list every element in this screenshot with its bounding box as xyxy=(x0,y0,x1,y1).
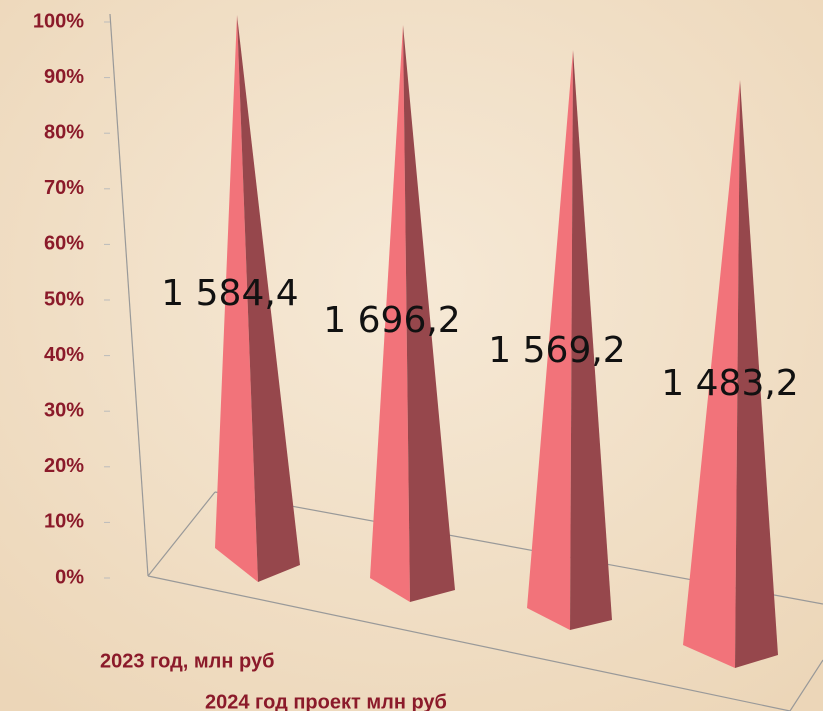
y-tick-label: 0% xyxy=(55,566,84,588)
y-tick-label: 20% xyxy=(44,455,84,477)
y-tick-label: 60% xyxy=(44,233,84,255)
pyramid-front xyxy=(527,50,573,630)
y-tick-label: 100% xyxy=(33,10,84,32)
pyramid-side xyxy=(403,25,455,602)
pyramid-front xyxy=(683,80,740,668)
y-tick-label: 70% xyxy=(44,177,84,199)
pyramid-side xyxy=(735,80,778,668)
y-tick-label: 50% xyxy=(44,288,84,310)
pyramid-front xyxy=(370,25,410,602)
data-label: 1 569,2 xyxy=(488,330,625,371)
x-tick-label: 2024 год проект млн руб xyxy=(205,691,447,711)
data-label: 1 696,2 xyxy=(323,300,460,341)
y-tick-label: 30% xyxy=(44,399,84,421)
pyramid-side xyxy=(570,50,612,630)
data-label: 1 584,4 xyxy=(161,273,298,314)
pyramid-side xyxy=(237,15,300,582)
y-tick-label: 40% xyxy=(44,344,84,366)
x-tick-label: 2023 год, млн руб xyxy=(100,650,274,672)
pyramid-front xyxy=(215,15,258,582)
y-tick-label: 80% xyxy=(44,121,84,143)
y-tick-label: 10% xyxy=(44,511,84,533)
y-tick-label: 90% xyxy=(44,66,84,88)
data-label: 1 483,2 xyxy=(661,363,798,404)
